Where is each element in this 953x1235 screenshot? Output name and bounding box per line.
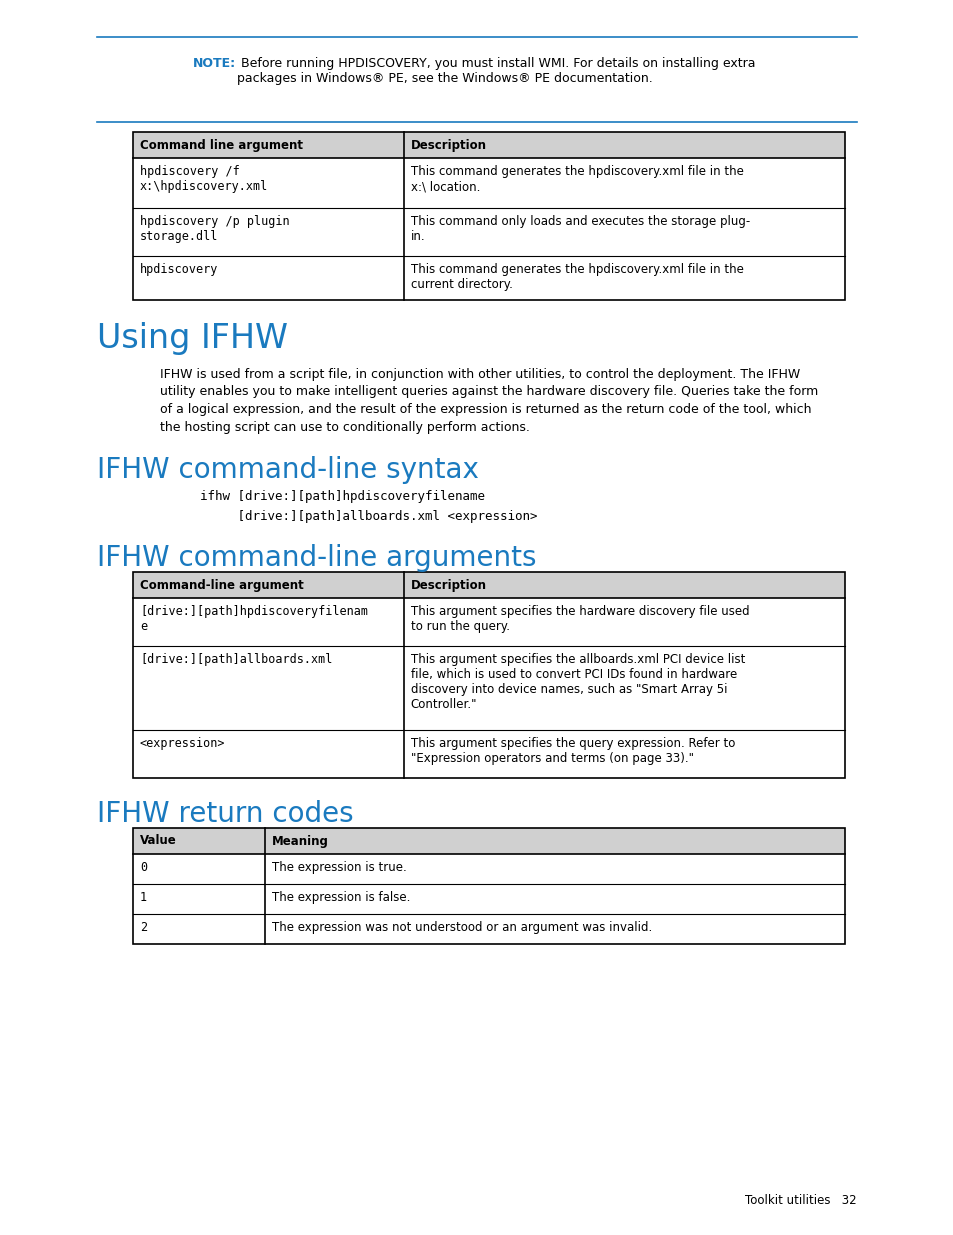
Text: This argument specifies the allboards.xml PCI device list
file, which is used to: This argument specifies the allboards.xm…: [410, 653, 744, 711]
Text: This command generates the hpdiscovery.xml file in the
current directory.: This command generates the hpdiscovery.x…: [410, 263, 742, 291]
Bar: [132, 572, 844, 598]
Text: hpdiscovery /p plugin
storage.dll: hpdiscovery /p plugin storage.dll: [140, 215, 290, 243]
Text: IFHW return codes: IFHW return codes: [97, 800, 354, 827]
Bar: [132, 827, 844, 944]
Text: 1: 1: [140, 890, 147, 904]
Text: IFHW command-line arguments: IFHW command-line arguments: [97, 543, 536, 572]
Text: This argument specifies the query expression. Refer to
"Expression operators and: This argument specifies the query expres…: [410, 737, 734, 764]
Text: This command generates the hpdiscovery.xml file in the
x:\ location.: This command generates the hpdiscovery.x…: [410, 165, 742, 193]
Text: hpdiscovery: hpdiscovery: [140, 263, 218, 275]
Bar: [132, 572, 844, 778]
Text: hpdiscovery /f
x:\hpdiscovery.xml: hpdiscovery /f x:\hpdiscovery.xml: [140, 165, 268, 193]
Text: NOTE:: NOTE:: [193, 57, 236, 70]
Bar: [132, 132, 844, 158]
Text: Value: Value: [140, 835, 176, 847]
Text: IFHW is used from a script file, in conjunction with other utilities, to control: IFHW is used from a script file, in conj…: [160, 368, 818, 433]
Text: Using IFHW: Using IFHW: [97, 322, 288, 354]
Text: The expression was not understood or an argument was invalid.: The expression was not understood or an …: [272, 921, 651, 934]
Bar: [132, 132, 844, 300]
Text: 2: 2: [140, 921, 147, 934]
Text: [drive:][path]hpdiscoveryfilenam
e: [drive:][path]hpdiscoveryfilenam e: [140, 605, 368, 634]
Text: Meaning: Meaning: [272, 835, 328, 847]
Bar: [132, 827, 844, 944]
Text: The expression is true.: The expression is true.: [272, 861, 406, 874]
Text: Before running HPDISCOVERY, you must install WMI. For details on installing extr: Before running HPDISCOVERY, you must ins…: [236, 57, 755, 85]
Bar: [132, 572, 844, 778]
Text: [drive:][path]allboards.xml <expression>: [drive:][path]allboards.xml <expression>: [200, 510, 537, 522]
Text: Description: Description: [410, 578, 486, 592]
Text: ifhw [drive:][path]hpdiscoveryfilename: ifhw [drive:][path]hpdiscoveryfilename: [200, 490, 484, 503]
Bar: [132, 132, 844, 300]
Text: [drive:][path]allboards.xml: [drive:][path]allboards.xml: [140, 653, 332, 666]
Text: 0: 0: [140, 861, 147, 874]
Text: This argument specifies the hardware discovery file used
to run the query.: This argument specifies the hardware dis…: [410, 605, 748, 634]
Text: This command only loads and executes the storage plug-
in.: This command only loads and executes the…: [410, 215, 749, 243]
Text: Description: Description: [410, 138, 486, 152]
Bar: [132, 827, 844, 853]
Text: Command-line argument: Command-line argument: [140, 578, 303, 592]
Text: Command line argument: Command line argument: [140, 138, 303, 152]
Text: <expression>: <expression>: [140, 737, 225, 750]
Text: Toolkit utilities   32: Toolkit utilities 32: [744, 1194, 856, 1207]
Text: IFHW command-line syntax: IFHW command-line syntax: [97, 456, 478, 484]
Text: The expression is false.: The expression is false.: [272, 890, 410, 904]
